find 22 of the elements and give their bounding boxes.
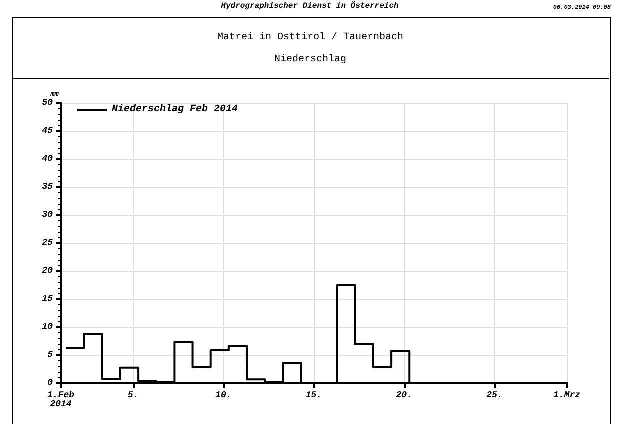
x-tick-label: 20. — [396, 390, 412, 400]
y-tick-label: 40 — [42, 154, 54, 164]
x-tick-label: 1.Mrz — [553, 390, 581, 400]
y-tick-label: 35 — [42, 182, 54, 192]
x-tick-label: 15. — [306, 390, 322, 400]
y-tick-label: 10 — [42, 322, 54, 332]
y-tick-label: 5 — [48, 350, 54, 360]
y-tick-label: 20 — [42, 266, 54, 276]
chart-title: Matrei in Osttirol / Tauernbach — [217, 32, 404, 44]
y-tick-label: 30 — [42, 210, 54, 220]
y-tick-label: 15 — [42, 294, 54, 304]
text: Hydrographischer Dienst in Österreich — [221, 2, 399, 11]
x-tick-label: 5. — [128, 390, 139, 400]
y-tick-label: 45 — [42, 126, 54, 136]
x-tick-label: 25. — [486, 390, 503, 400]
chart-subtitle: Niederschlag — [274, 54, 347, 66]
y-tick-label: 25 — [42, 238, 54, 248]
x-tick-label: 1.Feb 2014 — [47, 390, 76, 410]
x-tick-label: 10. — [216, 390, 232, 400]
y-tick-label: 0 — [48, 378, 54, 388]
y-tick-label: 50 — [42, 98, 54, 108]
legend-label: Niederschlag Feb 2014 — [112, 104, 238, 116]
